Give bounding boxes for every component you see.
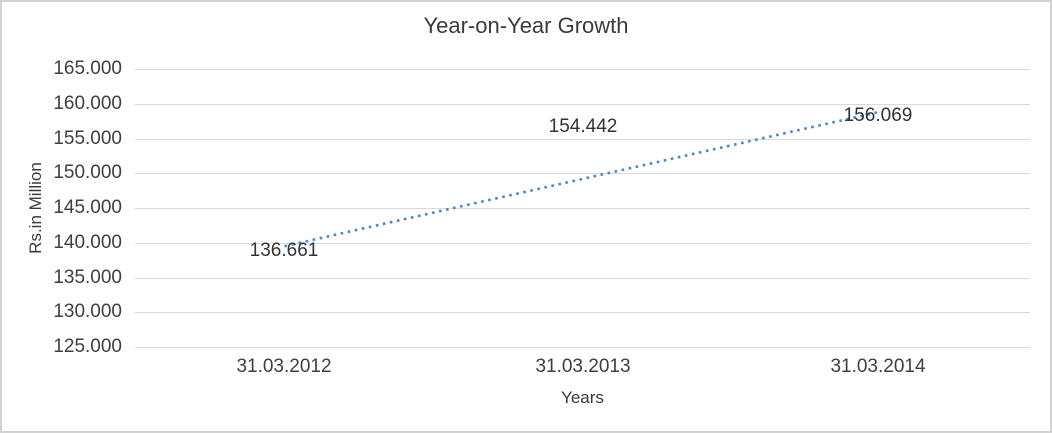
- gridline: [135, 277, 1030, 279]
- data-label-2012: 136.661: [249, 239, 319, 261]
- gridline: [135, 173, 1030, 175]
- gridline: [135, 347, 1030, 348]
- x-tick-2012: 31.03.2012: [236, 356, 332, 377]
- y-tick-label: 140.000: [53, 231, 122, 253]
- y-tick-label: 125.000: [53, 336, 122, 357]
- gridline: [135, 103, 1030, 105]
- x-axis-title: Years: [561, 388, 604, 407]
- gridline: [135, 208, 1030, 209]
- y-tick-label: 135.000: [53, 266, 122, 288]
- x-tick-2014: 31.03.2014: [830, 356, 926, 377]
- gridline: [135, 69, 1030, 70]
- data-label-2014: 156.069: [843, 105, 913, 127]
- y-tick-label: 145.000: [53, 197, 122, 218]
- data-label-2013: 154.442: [548, 116, 618, 138]
- y-tick-label: 155.000: [53, 127, 122, 149]
- gridline: [135, 312, 1030, 314]
- chart-title: Year-on-Year Growth: [423, 13, 629, 38]
- y-tick-label: 165.000: [53, 58, 122, 79]
- y-tick-label: 160.000: [53, 92, 122, 114]
- y-tick-label: 150.000: [53, 162, 122, 184]
- gridline: [135, 138, 1030, 140]
- y-tick-label: 130.000: [53, 301, 122, 323]
- x-tick-2013: 31.03.2013: [535, 356, 631, 377]
